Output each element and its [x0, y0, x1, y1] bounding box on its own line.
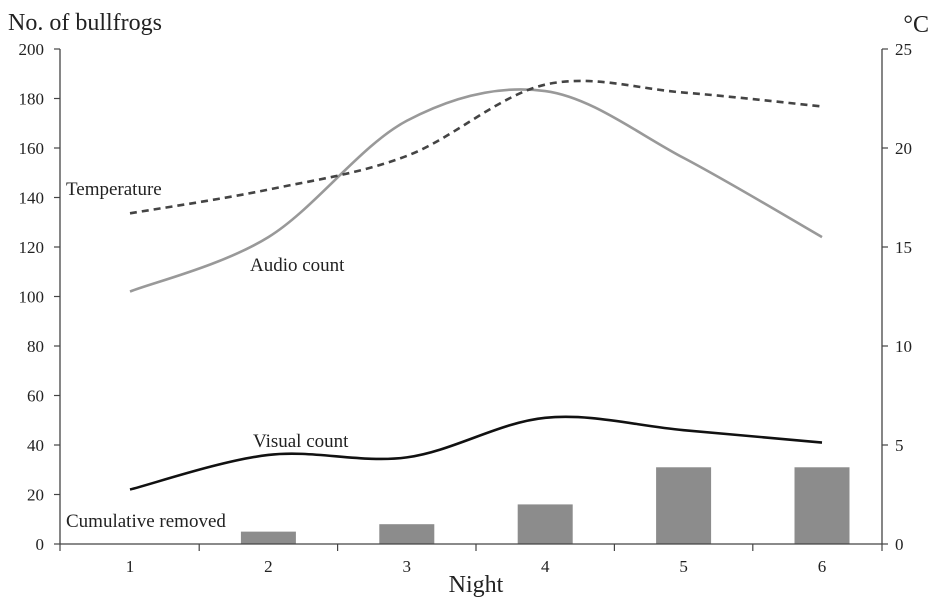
axes-layer: 0 20 40 60 80 100 120 140 160 180 200 0 5 10 15 20 25 1 2 3… — [19, 40, 913, 576]
y2-tick-label: 20 — [895, 139, 912, 158]
y-tick-label: 180 — [19, 90, 45, 109]
series-label-cumulative-removed: Cumulative removed — [66, 511, 226, 532]
y-tick-label: 0 — [36, 535, 45, 554]
y-tick-label: 40 — [27, 436, 44, 455]
y-tick-label: 100 — [19, 288, 45, 307]
y2-axis-title: °C — [903, 12, 929, 38]
y2-tick-label: 10 — [895, 337, 912, 356]
bar-cumulative-removed — [517, 504, 573, 544]
y-tick-label: 20 — [27, 486, 44, 505]
x-tick-label: 2 — [264, 557, 273, 576]
bar-cumulative-removed — [379, 524, 435, 544]
y-tick-label: 120 — [19, 238, 45, 257]
bar-cumulative-removed — [240, 531, 296, 544]
x-tick-label: 1 — [126, 557, 135, 576]
y-tick-label: 140 — [19, 189, 45, 208]
x-tick-label: 5 — [679, 557, 688, 576]
y2-tick-label: 15 — [895, 238, 912, 257]
y2-tick-label: 25 — [895, 40, 912, 59]
y-axis-title: No. of bullfrogs — [8, 10, 162, 36]
y-tick-label: 160 — [19, 139, 45, 158]
bar-cumulative-removed — [794, 467, 850, 544]
bar-cumulative-removed — [656, 467, 712, 544]
y-tick-label: 200 — [19, 40, 45, 59]
y2-tick-label: 0 — [895, 535, 904, 554]
series-label-temperature: Temperature — [66, 179, 162, 200]
x-tick-label: 3 — [403, 557, 412, 576]
x-tick-label: 4 — [541, 557, 550, 576]
y-tick-label: 80 — [27, 337, 44, 356]
y-tick-label: 60 — [27, 387, 44, 406]
series-line-visual-count — [129, 415, 823, 491]
x-axis-title: Night — [449, 572, 504, 597]
series-line-temperature — [129, 79, 823, 215]
series-line-audio-count — [129, 88, 823, 293]
bars-layer — [240, 467, 850, 544]
lines-layer — [129, 79, 823, 491]
y2-tick-label: 5 — [895, 436, 904, 455]
series-label-visual-count: Visual count — [253, 431, 349, 452]
x-tick-label: 6 — [818, 557, 827, 576]
series-label-audio-count: Audio count — [250, 255, 345, 276]
